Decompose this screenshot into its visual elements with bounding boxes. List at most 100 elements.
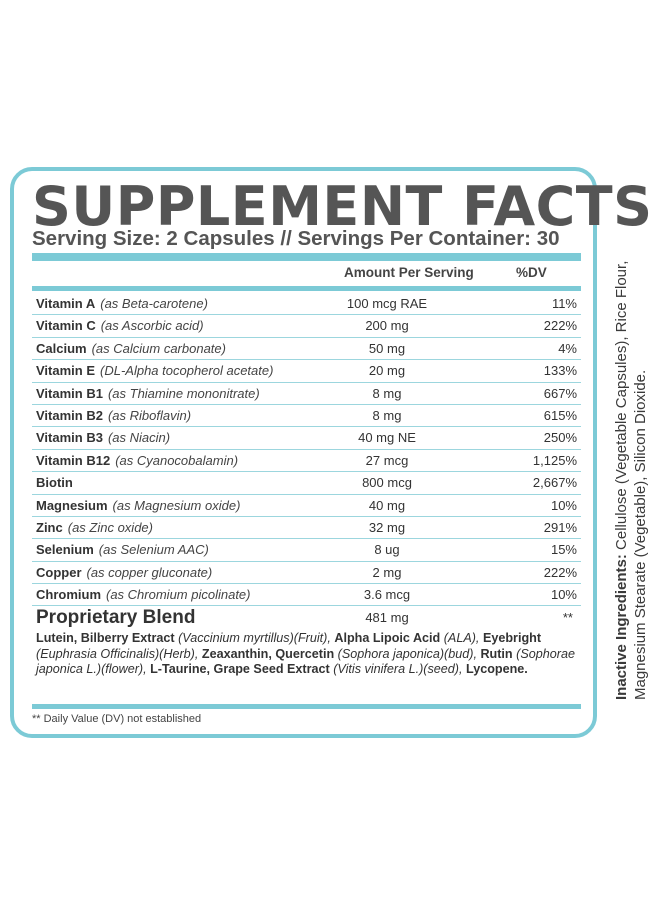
nutrient-dv: 15% bbox=[550, 542, 577, 558]
table-row: Vitamin B12 (as Cyanocobalamin) 27 mcg 1,12… bbox=[32, 450, 581, 473]
nutrient-source: (as Zinc oxide) bbox=[67, 519, 153, 535]
nutrient-amount: 8 ug bbox=[374, 542, 400, 558]
serving-info: Serving Size: 2 Capsules // Servings Per… bbox=[32, 227, 560, 250]
nutrient-source: (as Niacin) bbox=[107, 430, 171, 446]
table-row: Zinc (as Zinc oxide) 32 mg 291% bbox=[32, 517, 581, 540]
nutrient-label: Copper bbox=[36, 564, 82, 580]
nutrient-source: (as Calcium carbonate) bbox=[91, 340, 226, 356]
nutrient-source: (as Magnesium oxide) bbox=[112, 497, 241, 513]
table-row: Vitamin B2 (as Riboflavin) 8 mg 615% bbox=[32, 405, 581, 428]
nutrient-dv: 4% bbox=[558, 340, 577, 356]
nutrient-source: (as Beta-carotene) bbox=[100, 296, 208, 311]
blend-ingredient-detail: (Euphrasia Officinalis)(Herb), bbox=[36, 646, 199, 661]
table-row: Vitamin A (as Beta-carotene) 100 mcg RAE 11… bbox=[32, 293, 581, 316]
nutrient-source: (as Riboflavin) bbox=[107, 407, 192, 423]
nutrient-amount: 800 mcg bbox=[362, 475, 412, 491]
nutrient-source: (DL-Alpha tocopherol acetate) bbox=[100, 363, 274, 379]
nutrient-dv: 10% bbox=[550, 587, 577, 603]
table-row: Vitamin C (as Ascorbic acid) 200 mg 222% bbox=[32, 315, 581, 338]
nutrient-label: Selenium bbox=[36, 542, 94, 558]
nutrient-name: Vitamin B3 (as Niacin) bbox=[36, 427, 170, 449]
nutrient-amount: 3.6 mcg bbox=[363, 587, 411, 603]
nutrient-source: (as Selenium AAC) bbox=[98, 542, 209, 558]
nutrient-name: Vitamin B12 (as Cyanocobalamin) bbox=[36, 450, 238, 472]
divider-medium bbox=[32, 286, 581, 291]
blend-ingredient-detail: (ALA), bbox=[443, 631, 480, 645]
divider-thick bbox=[32, 253, 581, 261]
nutrient-amount: 32 mg bbox=[368, 519, 406, 535]
nutrient-dv: 133% bbox=[543, 363, 577, 379]
nutrient-amount: 200 mg bbox=[365, 318, 409, 334]
nutrient-name: Copper (as copper gluconate) bbox=[36, 562, 212, 584]
nutrient-dv: 11% bbox=[551, 296, 577, 311]
blend-ingredient-name: Rutin bbox=[480, 646, 513, 661]
nutrient-dv: 1,125% bbox=[532, 452, 577, 468]
nutrient-label: Vitamin E bbox=[36, 363, 96, 379]
blend-ingredient-name: Zeaxanthin, Quercetin bbox=[201, 646, 335, 661]
nutrient-label: Zinc bbox=[36, 519, 63, 535]
nutrient-name: Vitamin E (DL-Alpha tocopherol acetate) bbox=[36, 360, 273, 382]
divider-bottom bbox=[32, 704, 581, 709]
nutrient-label: Vitamin B1 bbox=[36, 385, 103, 401]
nutrient-label: Vitamin B12 bbox=[36, 452, 111, 468]
table-row: Biotin 800 mcg 2,667% bbox=[32, 472, 581, 495]
nutrient-name: Chromium (as Chromium picolinate) bbox=[36, 584, 251, 606]
nutrient-label: Chromium bbox=[36, 587, 101, 603]
table-row: Vitamin B1 (as Thiamine mononitrate) 8 mg 6… bbox=[32, 383, 581, 405]
nutrient-label: Vitamin C bbox=[36, 318, 96, 334]
table-row: Copper (as copper gluconate) 2 mg 222% bbox=[32, 562, 581, 585]
nutrient-amount: 50 mg bbox=[368, 340, 406, 356]
nutrient-dv: 222% bbox=[543, 564, 577, 580]
blend-ingredients: Lutein, Bilberry Extract (Vaccinium myrt… bbox=[36, 631, 576, 678]
blend-ingredient-detail: (Sophora japonica)(bud), bbox=[337, 646, 477, 661]
nutrient-dv: 250% bbox=[543, 430, 577, 446]
table-row: Chromium (as Chromium picolinate) 3.6 mcg 1… bbox=[32, 584, 581, 607]
nutrient-name: Selenium (as Selenium AAC) bbox=[36, 539, 209, 561]
nutrient-label: Vitamin B2 bbox=[36, 407, 103, 423]
nutrient-name: Zinc (as Zinc oxide) bbox=[36, 517, 153, 539]
nutrient-amount: 100 mcg RAE bbox=[346, 296, 428, 311]
nutrient-table: Vitamin A (as Beta-carotene) 100 mcg RAE 11… bbox=[32, 293, 581, 607]
nutrient-amount: 20 mg bbox=[368, 363, 406, 379]
blend-ingredient-name: L-Taurine, Grape Seed Extract bbox=[150, 662, 330, 676]
nutrient-dv: 10% bbox=[550, 497, 577, 513]
nutrient-label: Biotin bbox=[36, 475, 73, 491]
blend-ingredient-name: Alpha Lipoic Acid bbox=[334, 631, 441, 645]
supplement-facts-panel: SUPPLEMENT FACTS Serving Size: 2 Capsule… bbox=[10, 167, 653, 738]
nutrient-dv: 667% bbox=[543, 385, 577, 401]
nutrient-name: Vitamin B1 (as Thiamine mononitrate) bbox=[36, 383, 260, 405]
blend-dv: ** bbox=[562, 610, 573, 625]
blend-amount: 481 mg bbox=[365, 610, 409, 625]
nutrient-amount: 8 mg bbox=[372, 407, 402, 423]
nutrient-dv: 2,667% bbox=[532, 475, 577, 491]
nutrient-label: Magnesium bbox=[36, 497, 108, 513]
blend-ingredient-name: Eyebright bbox=[482, 631, 542, 645]
table-row: Selenium (as Selenium AAC) 8 ug 15% bbox=[32, 539, 581, 562]
nutrient-dv: 291% bbox=[543, 519, 577, 535]
table-row: Vitamin B3 (as Niacin) 40 mg NE 250% bbox=[32, 427, 581, 450]
proprietary-blend-row: Proprietary Blend 481 mg ** bbox=[32, 607, 581, 631]
inactive-ingredients: Inactive Ingredients: Cellulose (Vegetab… bbox=[612, 180, 650, 700]
nutrient-label: Vitamin A bbox=[36, 296, 96, 311]
nutrient-dv: 222% bbox=[543, 318, 577, 334]
nutrient-source: (as Cyanocobalamin) bbox=[115, 452, 239, 468]
nutrient-amount: 2 mg bbox=[372, 564, 402, 580]
nutrient-dv: 615% bbox=[543, 407, 577, 423]
nutrient-source: (as Thiamine mononitrate) bbox=[107, 385, 260, 401]
footnote: ** Daily Value (DV) not established bbox=[32, 713, 202, 725]
nutrient-name: Vitamin C (as Ascorbic acid) bbox=[36, 315, 204, 337]
nutrient-source: (as Chromium picolinate) bbox=[106, 587, 251, 603]
panel-title: SUPPLEMENT FACTS bbox=[32, 175, 653, 238]
nutrient-amount: 40 mg bbox=[368, 497, 406, 513]
nutrient-name: Vitamin A (as Beta-carotene) bbox=[36, 293, 208, 315]
amount-column-header: Amount Per Serving bbox=[344, 265, 474, 280]
table-row: Magnesium (as Magnesium oxide) 40 mg 10% bbox=[32, 495, 581, 517]
blend-ingredient-detail: (Vaccinium myrtillus)(Fruit), bbox=[178, 631, 331, 645]
inactive-label: Inactive Ingredients: bbox=[613, 554, 630, 700]
dv-column-header: %DV bbox=[516, 265, 547, 280]
nutrient-amount: 27 mcg bbox=[365, 452, 409, 468]
nutrient-name: Vitamin B2 (as Riboflavin) bbox=[36, 405, 191, 427]
blend-ingredient-name: Lycopene. bbox=[465, 662, 528, 676]
nutrient-source: (as Ascorbic acid) bbox=[100, 318, 204, 334]
nutrient-source: (as copper gluconate) bbox=[86, 564, 213, 580]
